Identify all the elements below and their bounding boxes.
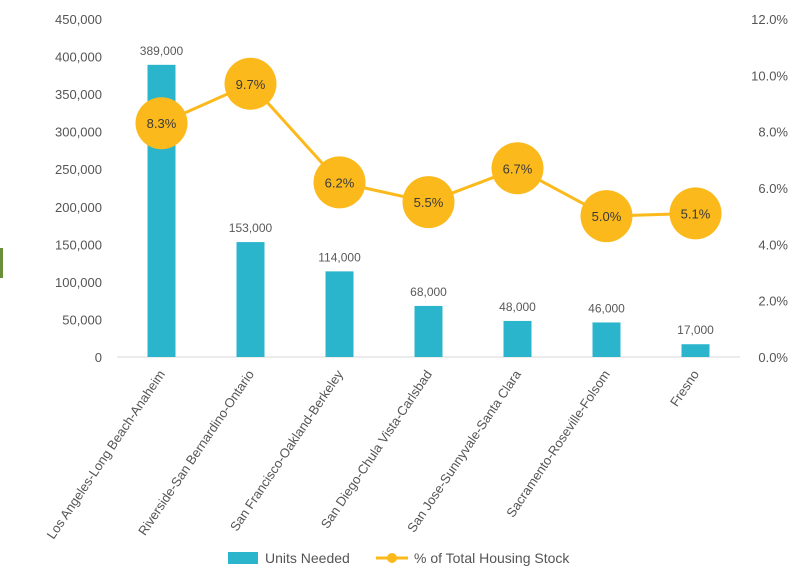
bar-value-label: 114,000 <box>318 250 361 264</box>
y-right-tick-label: 2.0% <box>758 294 788 309</box>
bar <box>325 271 354 357</box>
line-point-marker <box>491 142 544 195</box>
bar <box>592 322 621 357</box>
bar <box>236 242 265 357</box>
bar <box>414 305 443 357</box>
legend-swatch-units-needed <box>228 552 258 564</box>
line-value-label: 5.1% <box>681 206 711 221</box>
y-left-tick-label: 300,000 <box>55 125 102 140</box>
line-value-label: 9.7% <box>236 77 266 92</box>
line-value-label: 5.5% <box>414 195 444 210</box>
y-left-tick-label: 150,000 <box>55 237 102 252</box>
y-left-tick-label: 0 <box>95 350 102 365</box>
y-right-tick-label: 8.0% <box>758 125 788 140</box>
bar <box>503 320 532 357</box>
bar-value-label: 46,000 <box>588 301 625 315</box>
line-point-marker <box>402 176 455 229</box>
bar-value-label: 68,000 <box>410 285 447 299</box>
legend-label-units-needed: Units Needed <box>265 550 350 566</box>
line-value-label: 6.7% <box>503 161 533 176</box>
y-right-tick-label: 6.0% <box>758 181 788 196</box>
x-category-label: Sacramento-Roseville-Folsom <box>503 367 613 520</box>
y-left-tick-label: 200,000 <box>55 200 102 215</box>
legend-swatch-marker <box>387 553 397 563</box>
y-left-tick-label: 450,000 <box>55 12 102 27</box>
y-right-tick-label: 0.0% <box>758 350 788 365</box>
bar <box>681 344 710 357</box>
y-left-tick-label: 400,000 <box>55 50 102 65</box>
y-right-tick-label: 12.0% <box>751 12 788 27</box>
bar-value-label: 389,000 <box>140 44 184 58</box>
line-point-marker <box>224 57 277 110</box>
bar-value-label: 48,000 <box>499 300 536 314</box>
side-accent-bar <box>0 248 3 278</box>
line-point-marker <box>669 187 722 240</box>
y-left-tick-label: 350,000 <box>55 87 102 102</box>
y-right-tick-label: 10.0% <box>751 68 788 83</box>
y-right-tick-label: 4.0% <box>758 237 788 252</box>
bar-value-label: 17,000 <box>677 323 714 337</box>
line-value-label: 8.3% <box>147 116 177 131</box>
bar-value-label: 153,000 <box>229 221 273 235</box>
line-point-marker <box>135 97 188 150</box>
legend-label-housing-stock: % of Total Housing Stock <box>414 550 570 566</box>
line-value-label: 6.2% <box>325 175 355 190</box>
line-value-label: 5.0% <box>592 209 622 224</box>
y-left-tick-label: 250,000 <box>55 162 102 177</box>
line-point-marker <box>580 190 633 243</box>
y-left-tick-label: 100,000 <box>55 275 102 290</box>
line-point-marker <box>313 156 366 209</box>
y-left-tick-label: 50,000 <box>62 312 102 327</box>
x-category-label: Fresno <box>667 367 702 409</box>
